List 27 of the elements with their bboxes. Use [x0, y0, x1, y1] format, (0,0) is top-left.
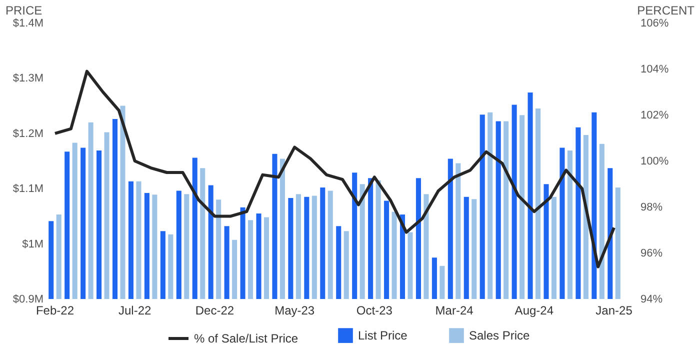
x-tick-label: Jan-25 [596, 304, 633, 318]
x-tick-label: Feb-22 [36, 304, 74, 318]
y-tick-label: $0.9M [12, 294, 44, 306]
y2-tick-label: 100% [640, 156, 669, 168]
y-tick-label: $1.4M [12, 18, 44, 30]
y-tick-label: $1.2M [12, 128, 44, 140]
y2-tick-label: 96% [640, 248, 663, 260]
y2-tick-label: 98% [640, 202, 663, 214]
x-tick-label: Jul-22 [118, 304, 152, 318]
x-tick-label: May-23 [274, 304, 315, 318]
y-tick-label: $1M [22, 238, 44, 250]
legend-label: Sales Price [469, 328, 530, 343]
x-tick-label: Mar-24 [435, 304, 474, 318]
y2-axis-title: PERCENT [637, 4, 696, 18]
x-tick-label: Dec-22 [195, 304, 234, 318]
legend-label: % of Sale/List Price [194, 332, 298, 346]
y-tick-label: $1.1M [12, 183, 44, 196]
x-tick-label: Aug-24 [514, 304, 554, 318]
y-tick-label: $1.3M [12, 72, 44, 85]
y2-tick-label: 94% [640, 294, 663, 306]
y2-tick-label: 104% [640, 64, 669, 76]
legend-label: List Price [358, 328, 408, 343]
y2-tick-label: 102% [640, 110, 669, 122]
line-series [53, 70, 616, 268]
y2-tick-label: 106% [640, 18, 669, 30]
y-axis-title: PRICE [6, 4, 42, 18]
x-tick-label: Oct-23 [356, 304, 393, 318]
